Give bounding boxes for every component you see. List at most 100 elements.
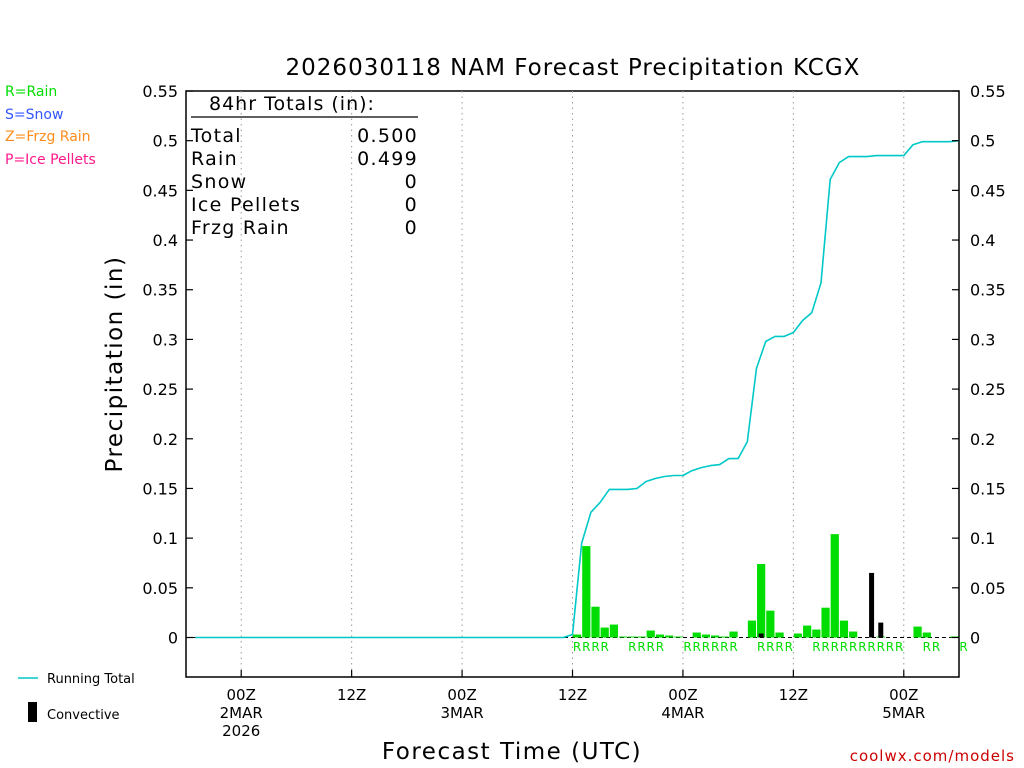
precip-type-marker: R <box>729 640 737 654</box>
precip-type-marker: R <box>628 640 636 654</box>
rain-bar <box>646 630 655 638</box>
plot-frame <box>185 90 960 678</box>
precip-type-marker: R <box>812 640 820 654</box>
y-tick-label-right: 0.05 <box>970 579 1006 598</box>
rain-bar <box>830 534 839 638</box>
rain-bar <box>711 635 720 638</box>
y-tick-label-right: 0.5 <box>970 132 995 151</box>
totals-rain-value: 0.499 <box>357 148 418 170</box>
precip-type-marker: R <box>683 640 691 654</box>
precip-type-marker: R <box>923 640 931 654</box>
y-axis-title: Precipitation (in) <box>102 256 128 473</box>
running-total-legend-label: Running Total <box>47 672 135 687</box>
precip-type-marker: R <box>867 640 875 654</box>
legend-ice-pellets: P=Ice Pellets <box>5 152 96 168</box>
running-total-line <box>195 139 960 639</box>
precip-type-marker: R <box>647 640 655 654</box>
rain-bar <box>821 607 830 638</box>
credit-text[interactable]: coolwx.com/models <box>850 747 1015 765</box>
precip-type-marker: R <box>895 640 903 654</box>
x-tick-label: 00Z <box>889 686 918 704</box>
y-tick-label-left: 0.15 <box>142 479 178 498</box>
rain-bar <box>812 629 821 638</box>
y-tick-label-right: 0.25 <box>970 380 1006 399</box>
precip-type-marker: R <box>591 640 599 654</box>
precip-type-marker: R <box>840 640 848 654</box>
x-tick-label: 00Z <box>447 686 476 704</box>
x-tick-label: 12Z <box>337 686 366 704</box>
legend-snow: S=Snow <box>5 107 63 123</box>
precip-type-marker: R <box>959 640 967 654</box>
precip-type-marker: R <box>886 640 894 654</box>
rain-bar <box>803 625 812 638</box>
totals-total-label: Total <box>190 125 242 147</box>
precip-type-marker: R <box>775 640 783 654</box>
precip-type-marker: R <box>702 640 710 654</box>
rain-bar <box>720 636 729 638</box>
rain-bar <box>628 636 637 638</box>
y-tick-label-right: 0.1 <box>970 529 995 548</box>
precip-type-marker: R <box>785 640 793 654</box>
precip-type-marker: R <box>849 640 857 654</box>
precip-type-marker: R <box>601 640 609 654</box>
totals-box: 84hr Totals (in): Total 0.500 Rain 0.499… <box>190 93 418 239</box>
totals-heading: 84hr Totals (in): <box>209 93 375 115</box>
chart-title: 2026030118 NAM Forecast Precipitation KC… <box>286 55 861 81</box>
rain-bar <box>600 627 609 638</box>
totals-frzg-rain-value: 0 <box>405 217 418 239</box>
y-tick-label-left: 0.45 <box>142 181 178 200</box>
rain-bar <box>839 620 849 638</box>
legend-freezing-rain: Z=Frzg Rain <box>5 129 91 145</box>
precip-type-marker: R <box>757 640 765 654</box>
convective-legend-label: Convective <box>47 708 120 723</box>
x-tick-label: 2026 <box>222 722 260 740</box>
x-axis-title: Forecast Time (UTC) <box>382 739 642 765</box>
precip-type-marker: R <box>858 640 866 654</box>
y-tick-label-left: 0.2 <box>153 430 178 449</box>
x-tick-label: 12Z <box>558 686 587 704</box>
y-tick-label-left: 0.05 <box>142 579 178 598</box>
y-tick-label-right: 0.2 <box>970 430 995 449</box>
y-tick-label-right: 0 <box>970 629 980 648</box>
rain-bar <box>913 626 922 638</box>
rain-bar <box>701 634 711 638</box>
convective-bar <box>878 622 884 638</box>
rain-bar <box>766 610 775 638</box>
x-tick-label: 00Z <box>227 686 256 704</box>
x-tick-label: 12Z <box>779 686 808 704</box>
y-tick-label-right: 0.55 <box>970 82 1006 101</box>
y-tick-label-left: 0.55 <box>142 82 178 101</box>
y-tick-label-left: 0.1 <box>153 529 178 548</box>
totals-snow-label: Snow <box>191 171 247 193</box>
legend-rain: R=Rain <box>5 84 57 100</box>
convective-bar <box>869 572 875 638</box>
series-legend: Running Total Convective <box>18 672 135 723</box>
running-total-path <box>195 139 960 639</box>
y-tick-label-left: 0.35 <box>142 281 178 300</box>
totals-ice-pellets-value: 0 <box>405 194 418 216</box>
y-tick-label-right: 0.3 <box>970 330 995 349</box>
y-tick-label-left: 0 <box>168 629 178 648</box>
rain-bar <box>665 635 674 638</box>
precip-type-marker: R <box>821 640 829 654</box>
totals-snow-value: 0 <box>405 171 418 193</box>
totals-total-value: 0.500 <box>357 125 418 147</box>
y-tick-label-left: 0.25 <box>142 380 178 399</box>
convective-bar <box>758 633 764 638</box>
y-axis: 0 00.05 0.050.1 0.10.15 0.150.2 0.20.25 0.250.… <box>142 82 1005 648</box>
precip-type-legend: R=Rain S=Snow Z=Frzg Rain P=Ice Pellets <box>5 84 96 168</box>
rain-bar <box>793 633 803 638</box>
rain-bar <box>655 634 665 638</box>
y-tick-label-right: 0.35 <box>970 281 1006 300</box>
rain-bar <box>573 634 582 638</box>
x-tick-label: 2MAR <box>220 704 263 722</box>
y-tick-label-left: 0.5 <box>153 132 178 151</box>
precip-type-marker: R <box>711 640 719 654</box>
rain-bar <box>637 636 646 638</box>
totals-ice-pellets-label: Ice Pellets <box>191 194 301 216</box>
precip-type-marker: R <box>582 640 590 654</box>
precip-type-marker: R <box>720 640 728 654</box>
x-tick-label: 00Z <box>668 686 697 704</box>
